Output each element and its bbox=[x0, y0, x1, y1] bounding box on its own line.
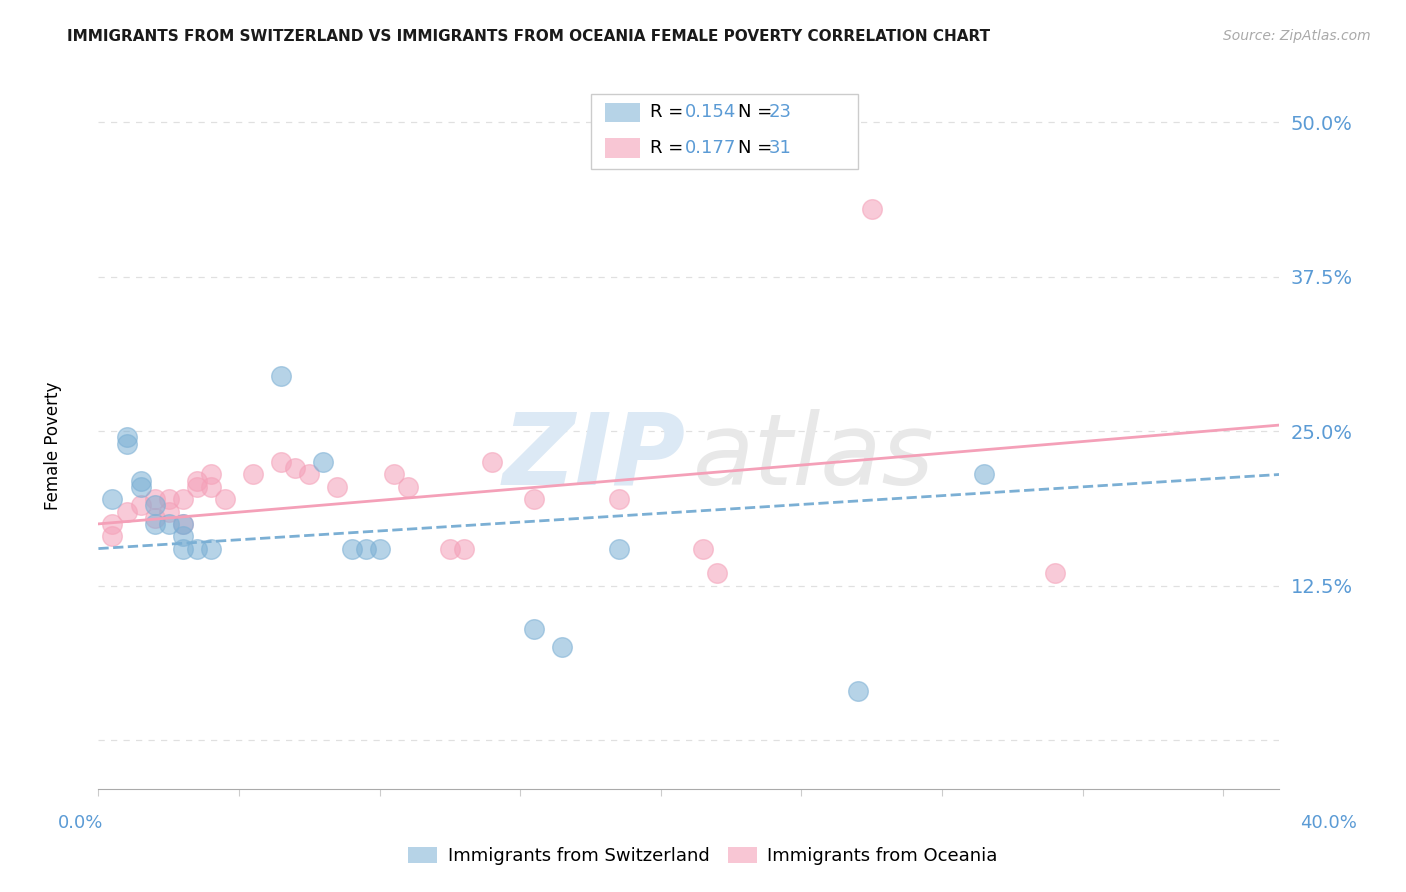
Point bbox=[523, 492, 546, 507]
Point bbox=[172, 516, 194, 531]
Text: atlas: atlas bbox=[693, 409, 934, 506]
Point bbox=[101, 529, 124, 543]
Text: N =: N = bbox=[738, 139, 778, 157]
Point bbox=[551, 640, 574, 655]
Point bbox=[270, 368, 292, 383]
Point bbox=[172, 492, 194, 507]
Text: ZIP: ZIP bbox=[502, 409, 685, 506]
Point bbox=[692, 541, 714, 556]
Text: Female Poverty: Female Poverty bbox=[45, 382, 62, 510]
Point bbox=[172, 516, 194, 531]
Point bbox=[172, 541, 194, 556]
Point bbox=[143, 510, 166, 524]
Point bbox=[481, 455, 503, 469]
Point bbox=[354, 541, 377, 556]
Point bbox=[101, 492, 124, 507]
Text: R =: R = bbox=[650, 103, 689, 121]
Text: N =: N = bbox=[738, 103, 778, 121]
Text: 23: 23 bbox=[769, 103, 792, 121]
Point bbox=[115, 504, 138, 518]
Point bbox=[214, 492, 236, 507]
Point bbox=[453, 541, 475, 556]
Text: 0.177: 0.177 bbox=[685, 139, 737, 157]
Point bbox=[129, 480, 152, 494]
Point bbox=[129, 499, 152, 513]
Point bbox=[284, 461, 307, 475]
Text: 31: 31 bbox=[769, 139, 792, 157]
Point bbox=[242, 467, 264, 482]
Text: 0.154: 0.154 bbox=[685, 103, 737, 121]
Point bbox=[706, 566, 728, 581]
Point bbox=[607, 492, 630, 507]
Point bbox=[101, 516, 124, 531]
Point bbox=[326, 480, 349, 494]
Point bbox=[200, 467, 222, 482]
Point bbox=[143, 516, 166, 531]
Point bbox=[143, 492, 166, 507]
Point bbox=[200, 541, 222, 556]
Text: Source: ZipAtlas.com: Source: ZipAtlas.com bbox=[1223, 29, 1371, 43]
Point bbox=[846, 683, 869, 698]
Point bbox=[312, 455, 335, 469]
Legend: Immigrants from Switzerland, Immigrants from Oceania: Immigrants from Switzerland, Immigrants … bbox=[401, 839, 1005, 872]
Point bbox=[157, 492, 180, 507]
Point bbox=[270, 455, 292, 469]
Point bbox=[860, 202, 883, 216]
Point bbox=[298, 467, 321, 482]
Point bbox=[157, 504, 180, 518]
Text: IMMIGRANTS FROM SWITZERLAND VS IMMIGRANTS FROM OCEANIA FEMALE POVERTY CORRELATIO: IMMIGRANTS FROM SWITZERLAND VS IMMIGRANT… bbox=[67, 29, 991, 44]
Point bbox=[172, 529, 194, 543]
Point bbox=[382, 467, 405, 482]
Point bbox=[115, 430, 138, 444]
Point bbox=[368, 541, 391, 556]
Point bbox=[340, 541, 363, 556]
Point bbox=[396, 480, 419, 494]
Text: R =: R = bbox=[650, 139, 689, 157]
Point bbox=[129, 474, 152, 488]
Point bbox=[439, 541, 461, 556]
Point bbox=[607, 541, 630, 556]
Point bbox=[973, 467, 995, 482]
Point bbox=[1043, 566, 1066, 581]
Point bbox=[200, 480, 222, 494]
Point bbox=[186, 480, 208, 494]
Point bbox=[143, 499, 166, 513]
Text: 40.0%: 40.0% bbox=[1301, 814, 1357, 831]
Point bbox=[186, 541, 208, 556]
Point bbox=[157, 516, 180, 531]
Point bbox=[115, 436, 138, 450]
Point bbox=[523, 622, 546, 636]
Point bbox=[186, 474, 208, 488]
Text: 0.0%: 0.0% bbox=[58, 814, 103, 831]
